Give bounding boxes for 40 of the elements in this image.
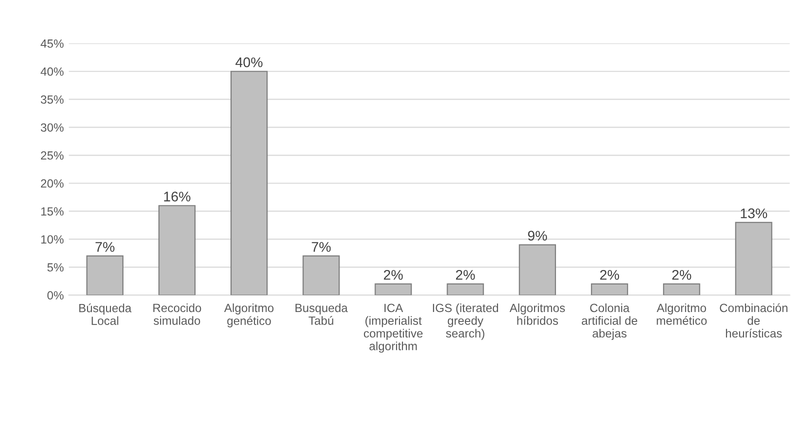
bar bbox=[86, 255, 124, 296]
y-tick-label: 30% bbox=[40, 123, 64, 132]
bar bbox=[374, 283, 412, 296]
data-label: 2% bbox=[672, 270, 692, 280]
x-tick-label: Búsqueda Local bbox=[79, 303, 132, 325]
x-tick-label: Algoritmos híbridos bbox=[510, 303, 565, 325]
x-tick-label: ICA (imperialist competitive algorithm bbox=[364, 304, 423, 353]
y-tick-label: 40% bbox=[40, 67, 64, 76]
x-tick-label: IGS (iterated greedy search) bbox=[432, 303, 498, 340]
y-tick-label: 15% bbox=[41, 207, 64, 216]
x-tick-label: Combinación de heurísticas bbox=[720, 303, 788, 338]
x-tick-label: Algoritmo genético bbox=[224, 303, 274, 328]
data-label: 40% bbox=[235, 57, 262, 68]
bar bbox=[302, 255, 340, 296]
y-tick-label: 25% bbox=[40, 151, 64, 160]
data-label: 2% bbox=[600, 270, 620, 280]
bar bbox=[735, 222, 772, 296]
y-tick-label: 5% bbox=[47, 263, 64, 272]
bar bbox=[590, 283, 628, 296]
y-tick-label: 45% bbox=[40, 39, 64, 48]
x-tick-label: Colonia artificial de abejas bbox=[582, 303, 638, 340]
data-label: 9% bbox=[528, 230, 547, 241]
bar bbox=[663, 283, 700, 296]
bar bbox=[518, 244, 556, 296]
data-label: 2% bbox=[384, 270, 403, 280]
x-tick-label: Recocido simulado bbox=[153, 303, 202, 325]
x-tick-label: Algoritmo memético bbox=[656, 303, 707, 325]
y-tick-label: 0% bbox=[47, 291, 64, 300]
data-label: 7% bbox=[96, 242, 114, 252]
y-tick-label: 10% bbox=[41, 235, 64, 244]
bar bbox=[158, 205, 196, 296]
data-label: 7% bbox=[312, 242, 331, 252]
y-tick-label: 35% bbox=[40, 95, 64, 104]
bar bbox=[230, 70, 268, 296]
y-tick-label: 20% bbox=[40, 179, 64, 188]
data-label: 2% bbox=[456, 270, 475, 280]
bar bbox=[446, 283, 484, 296]
x-tick-label: Busqueda Tabú bbox=[296, 303, 348, 325]
data-label: 16% bbox=[164, 192, 190, 202]
data-label: 13% bbox=[740, 208, 768, 218]
